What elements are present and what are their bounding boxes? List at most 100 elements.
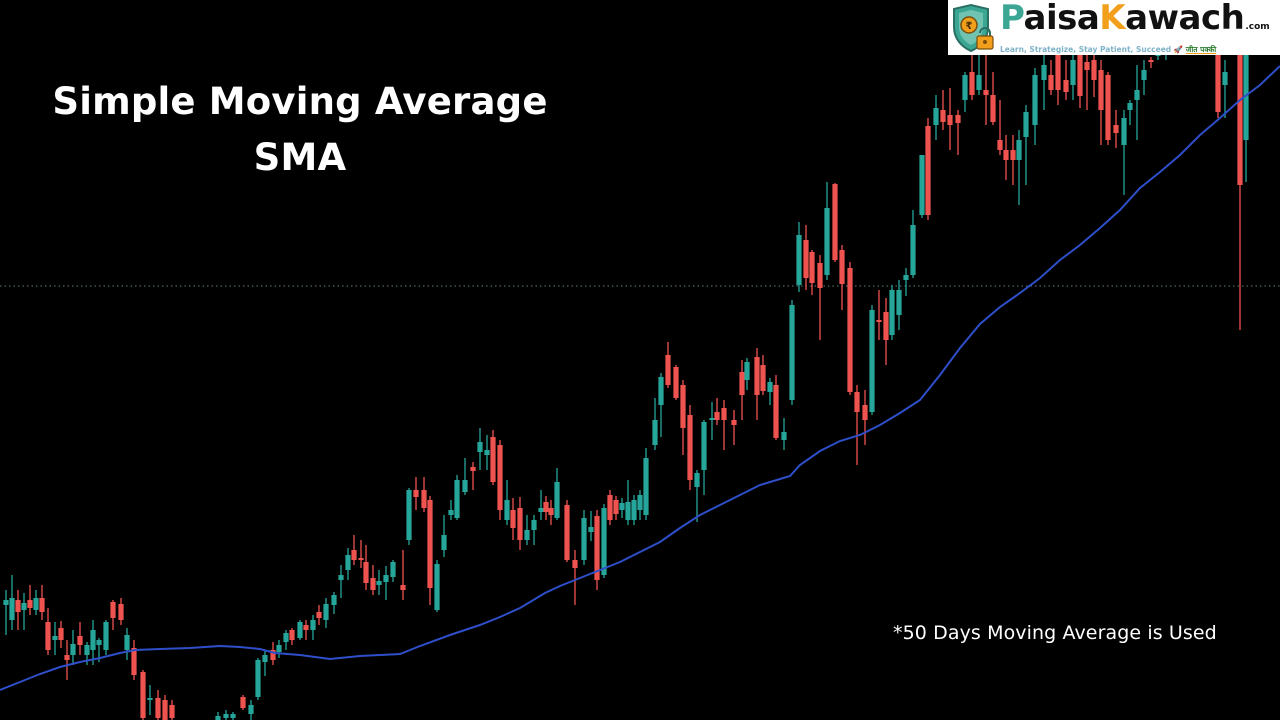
bearish-candle [58,628,64,640]
bullish-candle [297,622,303,638]
bullish-candle [652,420,658,445]
bullish-candle [406,490,412,540]
bullish-candle [462,480,468,492]
bearish-candle [1091,60,1097,80]
bullish-candle [903,275,909,280]
candles-group [3,48,1249,720]
bearish-candle [413,490,419,497]
bearish-candle [1215,55,1221,112]
bullish-candle [524,530,530,540]
bearish-candle [731,420,737,425]
bearish-candle [572,560,578,568]
bearish-candle [680,385,686,428]
bullish-candle [701,422,707,470]
bullish-candle [1127,103,1133,110]
bearish-candle [854,392,860,412]
sma-period-note: *50 Days Moving Average is Used [893,622,1217,644]
bearish-candle [427,500,433,588]
bullish-candle [223,714,229,718]
bullish-candle [1023,112,1029,137]
bullish-candle [248,705,254,714]
bullish-candle [538,508,544,512]
bullish-candle [962,75,968,100]
bullish-candle [919,155,925,215]
bullish-candle [1016,140,1022,160]
bearish-candle [400,585,406,590]
bearish-candle [316,612,322,618]
bullish-candle [619,503,625,510]
bullish-candle [448,510,454,515]
bullish-candle [601,508,607,575]
bullish-candle [383,575,389,582]
bearish-candle [363,562,369,583]
bearish-candle [1105,75,1111,140]
bearish-candle [64,655,70,660]
bullish-candle [21,603,27,610]
bullish-candle [345,555,351,570]
bearish-candle [110,602,116,618]
bearish-candle [548,508,554,515]
bullish-candle [310,620,316,630]
bullish-candle [588,527,594,532]
bullish-candle [643,458,649,515]
bullish-candle [976,75,982,90]
brand-awach: awach [1125,0,1245,38]
bearish-candle [940,110,946,122]
bullish-candle [84,645,90,655]
bearish-candle [832,184,838,260]
bearish-candle [543,502,549,512]
bearish-candle [270,650,276,660]
paisakawach-logo[interactable]: ₹ PaisaKawach.com Learn, Strategize, Sta… [948,0,1280,55]
bearish-candle [876,320,882,322]
title-line-2: SMA [253,136,347,179]
bearish-candle [45,622,51,650]
bullish-candle [323,604,329,620]
bullish-candle [1141,70,1147,80]
bearish-candle [883,312,889,340]
bearish-candle [721,408,727,420]
bullish-candle [124,635,130,650]
bullish-candle [581,518,587,560]
bearish-candle [955,115,961,123]
bearish-candle [594,516,600,580]
bearish-candle [1010,150,1016,160]
bullish-candle [484,450,490,455]
bearish-candle [470,467,476,471]
bearish-candle [997,140,1003,150]
bullish-candle [1155,54,1161,56]
bullish-candle [694,473,700,487]
tagline-text: Learn, Strategize, Stay Patient, Succeed [1000,44,1172,54]
shield-lock-icon: ₹ [950,3,996,53]
brand-block: PaisaKawach.com Learn, Strategize, Stay … [1000,1,1270,55]
brand-k: K [1099,0,1126,38]
bullish-candle [796,235,802,285]
bearish-candle [421,490,427,508]
bearish-candle [39,598,45,612]
bearish-candle [289,630,295,640]
bearish-candle [1237,55,1243,185]
bullish-candle [554,482,560,518]
bullish-candle [283,633,289,642]
bearish-candle [1063,80,1069,92]
bearish-candle [155,698,161,718]
bearish-candle [303,625,309,630]
bearish-candle [990,95,996,122]
bearish-candle [1048,75,1054,90]
bullish-candle [434,564,440,610]
bullish-candle [147,698,153,700]
bearish-candle [490,437,496,482]
brand-tagline: Learn, Strategize, Stay Patient, Succeed… [1000,45,1270,55]
bullish-candle [33,598,39,610]
bullish-candle [70,644,76,655]
bearish-candle [847,268,853,392]
bullish-candle [910,225,916,275]
bullish-candle [215,716,221,720]
bearish-candle [969,72,975,95]
bullish-candle [824,208,830,275]
bearish-candle [118,604,124,620]
bearish-candle [1113,125,1119,133]
bullish-candle [1070,60,1076,85]
bullish-candle [454,480,460,518]
bullish-candle [889,290,895,335]
bearish-candle [803,240,809,278]
